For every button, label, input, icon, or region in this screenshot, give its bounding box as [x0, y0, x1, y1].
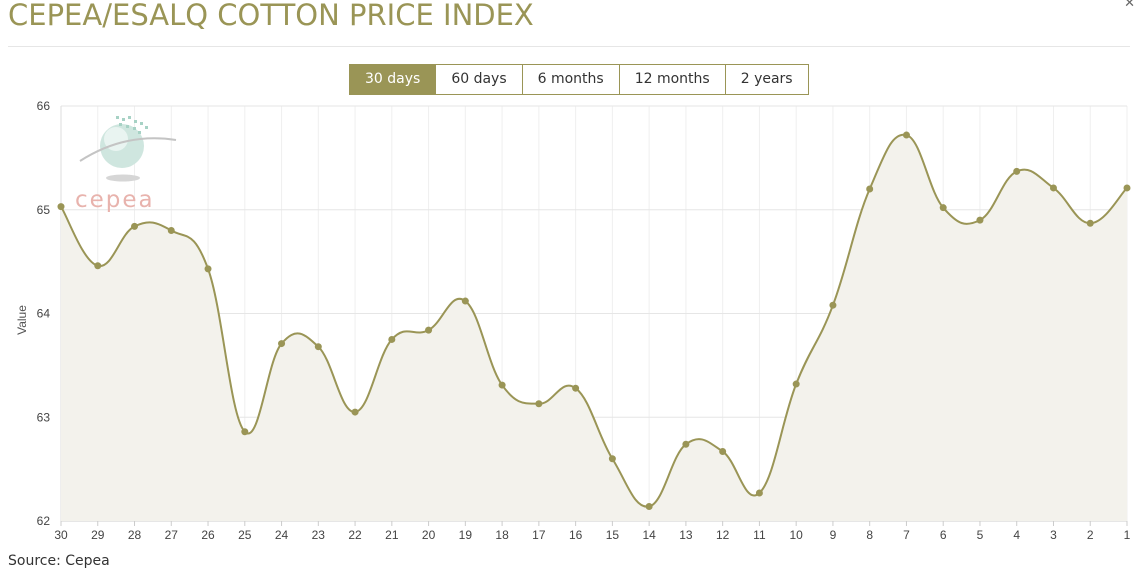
data-point[interactable] [682, 440, 690, 448]
data-point[interactable] [1049, 184, 1057, 192]
data-point[interactable] [535, 400, 543, 408]
x-tick-label: 12 [716, 528, 730, 542]
data-point[interactable] [792, 380, 800, 388]
x-tick-label: 17 [532, 528, 546, 542]
data-point[interactable] [902, 131, 910, 139]
x-tick-label: 19 [459, 528, 473, 542]
x-tick-label: 11 [753, 528, 766, 542]
data-point[interactable] [351, 408, 359, 416]
x-tick-label: 26 [201, 528, 215, 542]
globe-logo-icon [79, 116, 177, 182]
data-point[interactable] [167, 227, 175, 234]
data-point[interactable] [204, 265, 212, 273]
x-tick-label: 10 [789, 528, 803, 542]
x-tick-label: 5 [977, 528, 984, 542]
data-point[interactable] [314, 343, 322, 351]
x-tick-label: 2 [1087, 528, 1094, 542]
x-tick-label: 23 [312, 528, 326, 542]
data-point[interactable] [94, 262, 102, 270]
area-fill [61, 134, 1127, 521]
close-icon[interactable]: ✕ [1124, 0, 1135, 10]
x-tick-label: 25 [238, 528, 252, 542]
title-divider [8, 46, 1130, 47]
x-tick-label: 14 [642, 528, 656, 542]
data-point[interactable] [461, 297, 469, 305]
x-tick-label: 7 [903, 528, 910, 542]
data-point[interactable] [131, 222, 139, 230]
x-tick-label: 27 [165, 528, 179, 542]
x-tick-label: 20 [422, 528, 436, 542]
data-point[interactable] [278, 340, 286, 348]
y-tick-label: 63 [37, 410, 51, 424]
source-note: Source: Cepea [8, 553, 110, 569]
data-point[interactable] [1013, 167, 1021, 175]
page-title: CEPEA/ESALQ COTTON PRICE INDEX [8, 0, 534, 32]
data-point[interactable] [976, 216, 984, 224]
data-point[interactable] [719, 447, 727, 455]
series-line [60, 133, 1128, 508]
x-tick-label: 13 [679, 528, 693, 542]
data-point[interactable] [755, 489, 763, 497]
watermark-text: cepea [75, 187, 155, 213]
data-point[interactable] [425, 326, 433, 334]
y-axis-label: Value [15, 305, 29, 335]
x-tick-label: 30 [54, 528, 68, 542]
y-tick-label: 66 [37, 99, 51, 113]
x-tick-label: 6 [940, 528, 947, 542]
data-point[interactable] [572, 384, 580, 392]
x-tick-label: 24 [275, 528, 289, 542]
data-point[interactable] [866, 185, 874, 193]
data-point[interactable] [829, 301, 837, 309]
tab-6-months[interactable]: 6 months [521, 65, 619, 94]
x-tick-label: 8 [866, 528, 873, 542]
x-tick-label: 15 [606, 528, 620, 542]
tab-2-years[interactable]: 2 years [724, 65, 808, 94]
data-point[interactable] [608, 455, 616, 463]
data-point[interactable] [1123, 184, 1131, 192]
x-tick-label: 28 [128, 528, 142, 542]
y-tick-label: 65 [37, 203, 51, 217]
data-point[interactable] [241, 428, 249, 436]
x-tick-label: 18 [495, 528, 509, 542]
data-point[interactable] [57, 203, 65, 211]
y-tick-label: 64 [37, 307, 51, 321]
tab-60-days[interactable]: 60 days [435, 65, 522, 94]
tab-12-months[interactable]: 12 months [618, 65, 725, 94]
y-tick-label: 62 [37, 514, 51, 528]
x-tick-label: 21 [385, 528, 399, 542]
x-tick-label: 16 [569, 528, 583, 542]
cepea-watermark: cepea [75, 116, 177, 213]
data-point[interactable] [388, 335, 396, 343]
points-layer [57, 131, 1131, 510]
data-point[interactable] [498, 381, 506, 389]
x-tick-label: 4 [1013, 528, 1020, 542]
x-tick-label: 29 [91, 528, 105, 542]
x-tick-label: 3 [1050, 528, 1057, 542]
x-tick-label: 9 [830, 528, 837, 542]
x-tick-label: 1 [1124, 528, 1131, 542]
x-tick-label: 22 [348, 528, 362, 542]
data-point[interactable] [1086, 219, 1094, 227]
tab-30-days[interactable]: 30 days [350, 65, 436, 94]
data-point[interactable] [645, 502, 653, 510]
range-tabs: 30 days 60 days 6 months 12 months 2 yea… [349, 64, 809, 95]
data-point[interactable] [939, 204, 947, 212]
